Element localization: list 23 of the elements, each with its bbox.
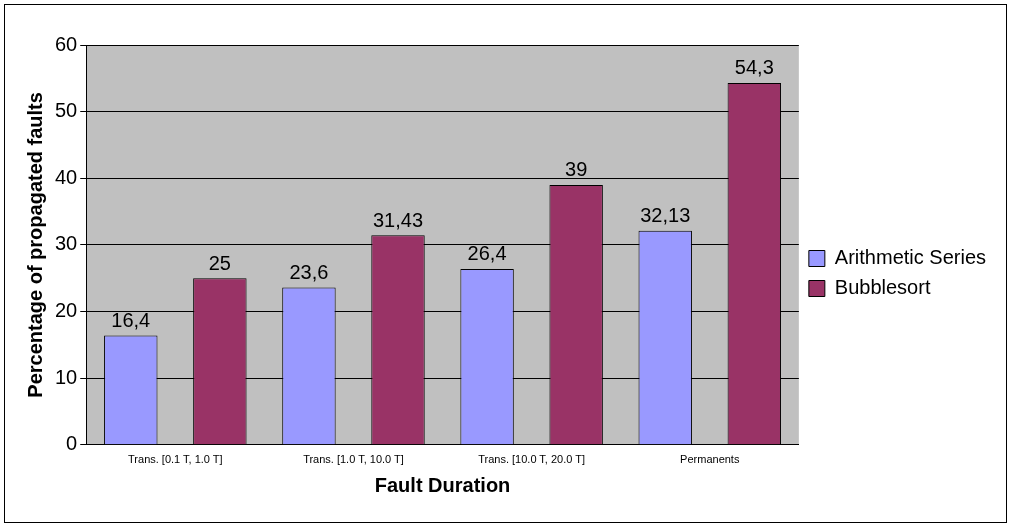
data-label: 16,4	[111, 309, 151, 332]
y-tick-label: 50	[55, 99, 78, 122]
y-tick-label: 20	[55, 299, 78, 322]
y-axis-title: Percentage of propagated faults	[23, 92, 46, 398]
y-tick-label: 10	[55, 365, 78, 388]
data-label: 25	[208, 251, 231, 274]
data-label: 39	[565, 158, 588, 181]
y-tick-label: 0	[66, 432, 78, 455]
data-label: 26,4	[467, 242, 507, 265]
x-tick-label: Trans. [0.1 T, 1.0 T]	[128, 453, 223, 466]
legend-label: Bubblesort	[834, 276, 931, 299]
x-axis-title: Fault Duration	[374, 473, 511, 496]
data-label: 32,13	[640, 204, 691, 227]
legend-label: Arithmetic Series	[834, 246, 986, 269]
x-tick-label: Trans. [10.0 T, 20.0 T]	[478, 453, 586, 466]
y-tick-label: 60	[55, 32, 78, 55]
x-tick-label: Trans. [1.0 T, 10.0 T]	[303, 453, 404, 466]
data-label: 23,6	[289, 261, 329, 284]
data-label: 54,3	[734, 56, 774, 79]
y-tick-label: 40	[55, 165, 78, 188]
data-label: 31,43	[372, 208, 424, 231]
x-tick-label: Permanents	[680, 453, 740, 466]
y-tick-label: 30	[55, 232, 78, 255]
